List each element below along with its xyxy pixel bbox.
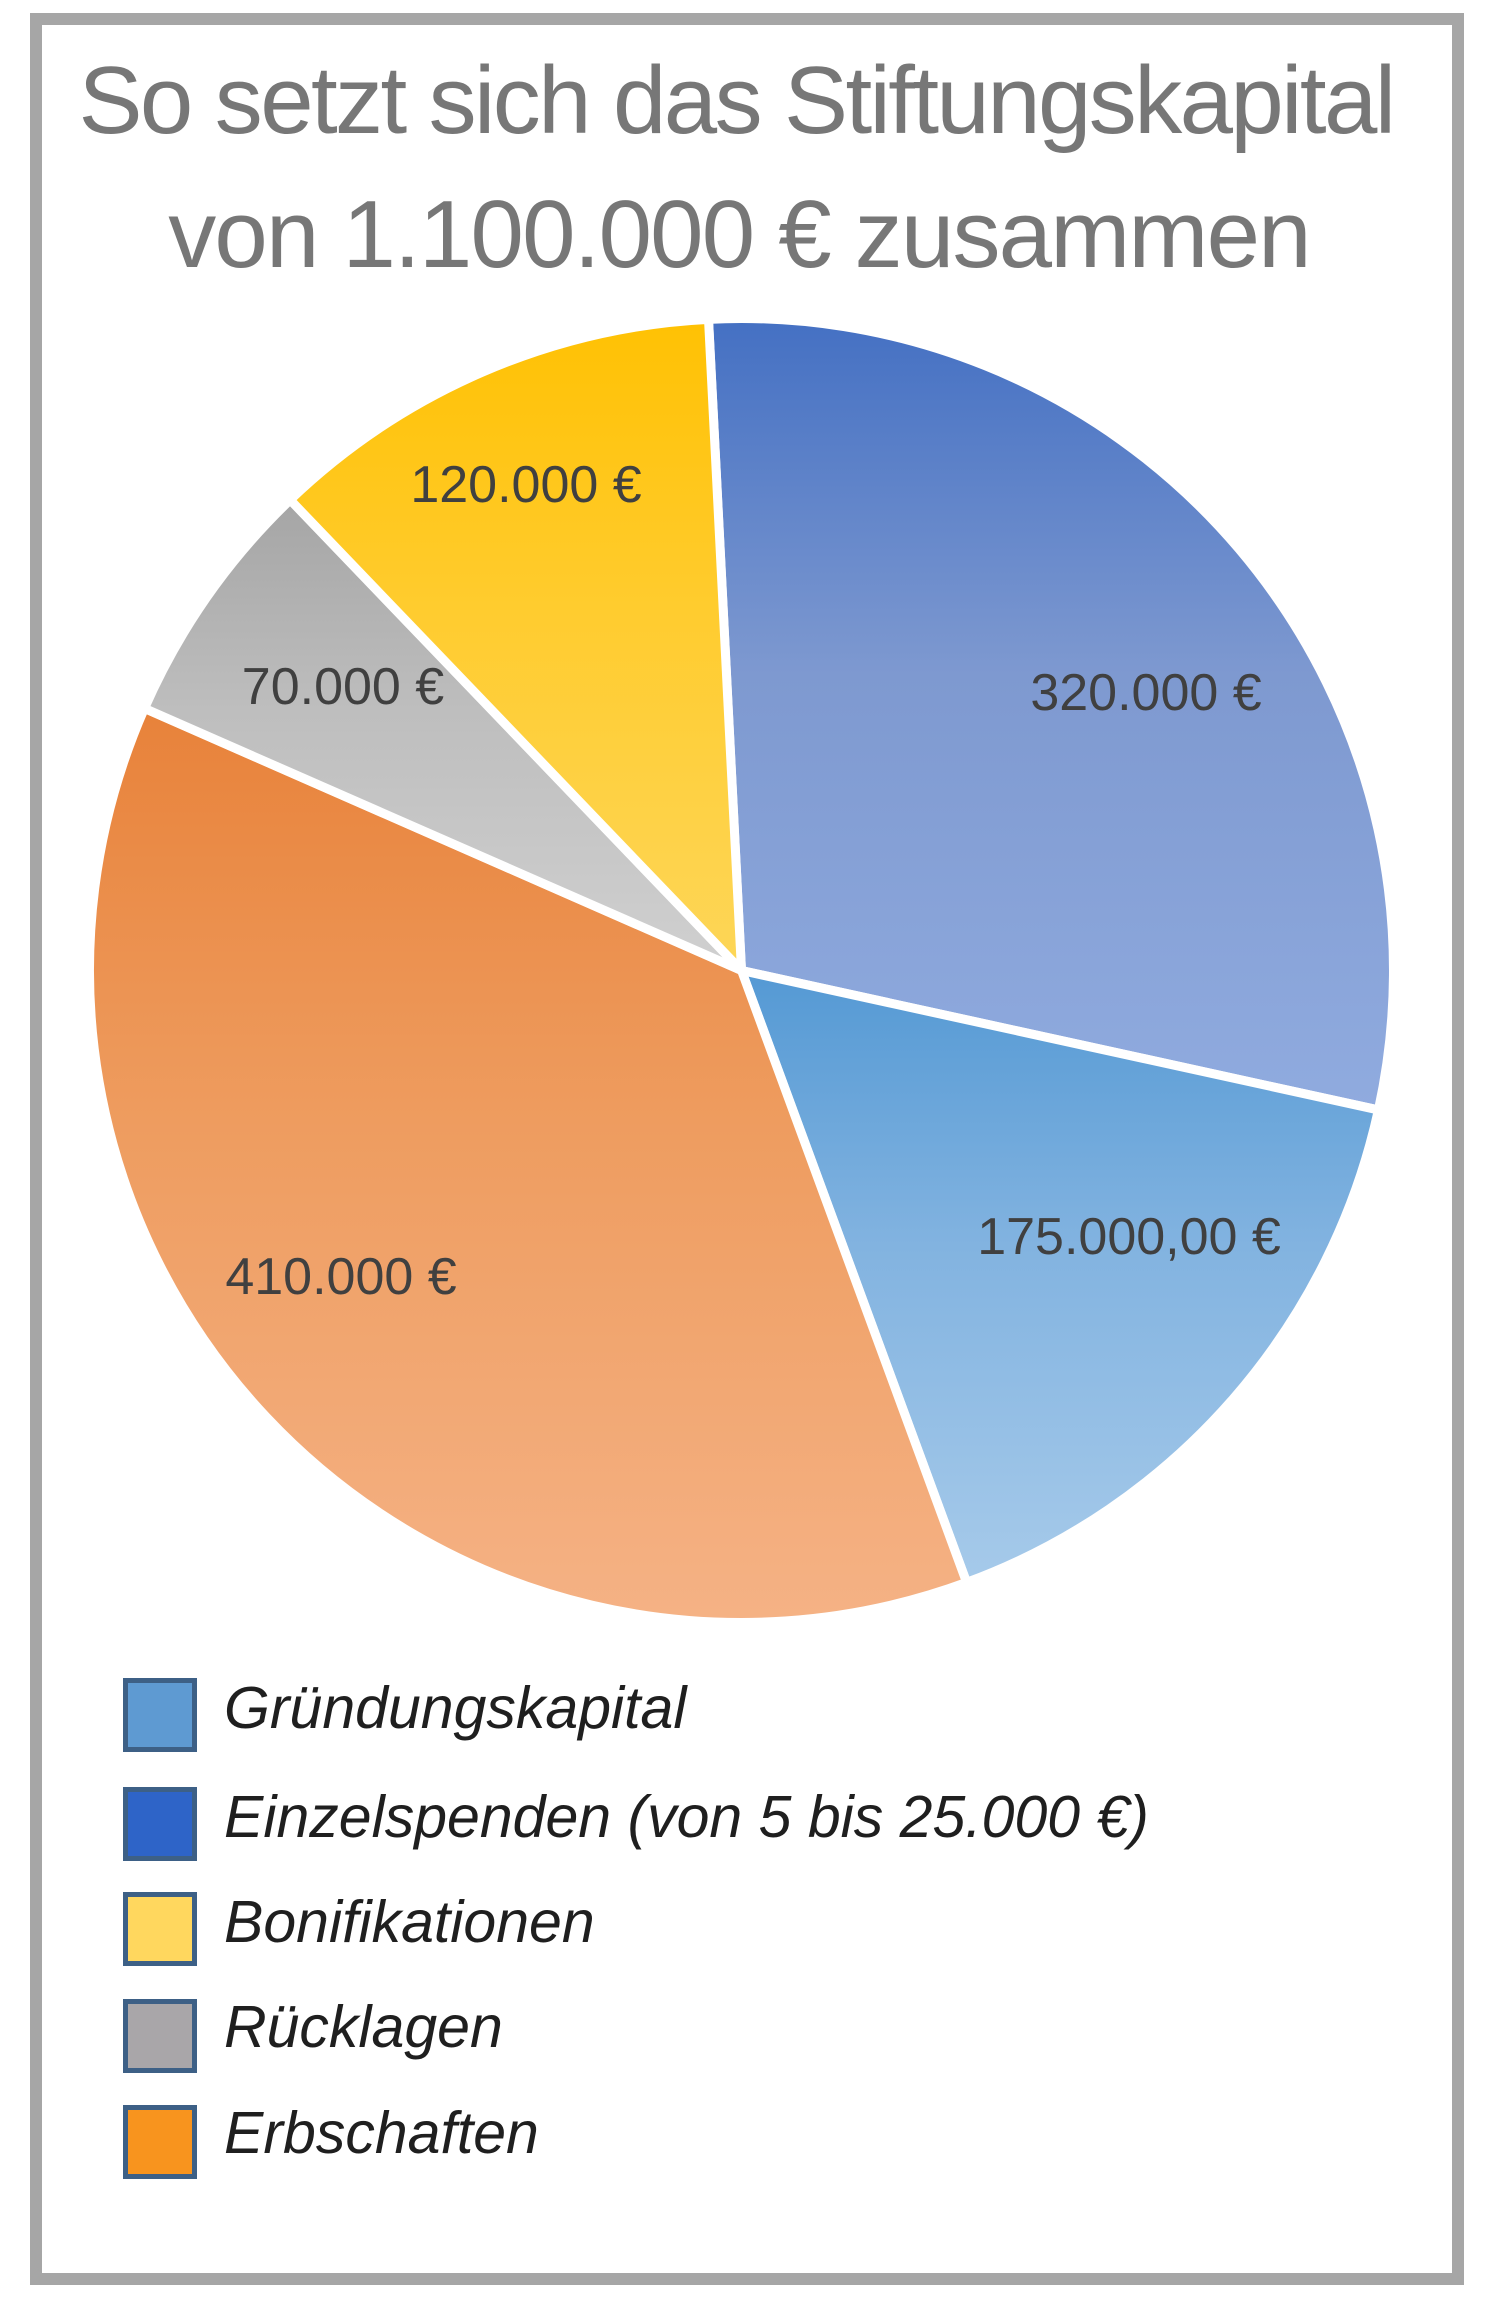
svg-text:Rücklagen: Rücklagen: [224, 1994, 503, 2060]
svg-text:320.000 €: 320.000 €: [1030, 664, 1261, 722]
svg-text:Gründungskapital: Gründungskapital: [224, 1675, 688, 1741]
svg-text:von 1.100.000 € zusammen: von 1.100.000 € zusammen: [168, 181, 1310, 288]
svg-text:So setzt sich das Stiftungskap: So setzt sich das Stiftungskapital: [79, 47, 1394, 154]
svg-text:Erbschaften: Erbschaften: [224, 2100, 539, 2166]
svg-text:175.000,00 €: 175.000,00 €: [977, 1208, 1281, 1266]
svg-text:70.000 €: 70.000 €: [242, 658, 444, 716]
svg-text:120.000 €: 120.000 €: [410, 456, 641, 514]
svg-text:Bonifikationen: Bonifikationen: [224, 1889, 595, 1955]
svg-text:Einzelspenden (von 5 bis 25.00: Einzelspenden (von 5 bis 25.000 €): [224, 1784, 1149, 1850]
svg-text:410.000 €: 410.000 €: [225, 1248, 456, 1306]
